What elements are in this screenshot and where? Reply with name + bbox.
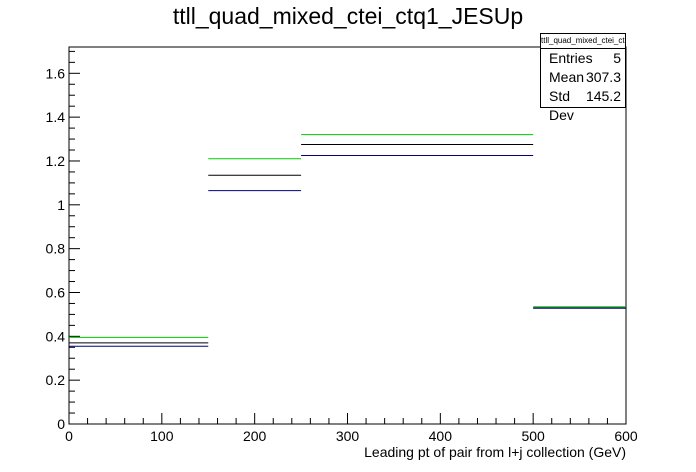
x-tick-label: 400 xyxy=(429,428,453,444)
stats-title: ttll_quad_mixed_ctei_ctq1_JESUp xyxy=(541,34,625,49)
stats-row-stddev: Std Dev 145.2 xyxy=(541,87,625,123)
x-tick-label: 500 xyxy=(521,428,545,444)
x-tick-label: 300 xyxy=(336,428,360,444)
stats-label: Entries xyxy=(549,50,593,66)
stats-row-entries: Entries 5 xyxy=(541,49,625,68)
y-tick-label: 1.4 xyxy=(46,109,66,125)
chart-title: ttll_quad_mixed_ctei_ctq1_JESUp xyxy=(173,3,523,29)
stats-value: 5 xyxy=(613,50,621,66)
y-tick-label: 0 xyxy=(57,416,65,432)
y-tick-labels: 0 0.2 0.4 0.6 0.8 1 1.2 1.4 1.6 xyxy=(46,65,66,432)
x-axis-title: Leading pt of pair from l+j collection (… xyxy=(364,444,626,460)
y-tick-label: 0.4 xyxy=(46,328,66,344)
x-tick-label: 600 xyxy=(614,428,638,444)
y-tick-label: 0.6 xyxy=(46,284,66,300)
series-0 xyxy=(69,134,626,338)
stats-label: Mean xyxy=(549,69,585,85)
histogram-series xyxy=(69,134,626,347)
x-tick-label: 0 xyxy=(65,428,73,444)
series-1 xyxy=(69,144,626,344)
stats-value: 307.3 xyxy=(585,69,621,85)
y-tick-label: 1 xyxy=(57,197,65,213)
stats-value: 145.2 xyxy=(585,88,621,104)
x-tick-label: 100 xyxy=(150,428,174,444)
stats-row-mean: Mean 307.3 xyxy=(541,68,625,87)
y-tick-label: 0.2 xyxy=(46,372,66,388)
stats-label: Std Dev xyxy=(549,88,574,123)
y-tick-label: 1.2 xyxy=(46,153,66,169)
x-tick-label: 200 xyxy=(243,428,267,444)
stats-box: ttll_quad_mixed_ctei_ctq1_JESUp Entries … xyxy=(540,33,626,123)
axis-ticks xyxy=(68,50,627,425)
y-tick-label: 0.8 xyxy=(46,241,66,257)
y-tick-label: 1.6 xyxy=(46,65,66,81)
x-tick-labels: 0 100 200 300 400 500 600 xyxy=(65,428,638,444)
series-2 xyxy=(69,154,626,347)
